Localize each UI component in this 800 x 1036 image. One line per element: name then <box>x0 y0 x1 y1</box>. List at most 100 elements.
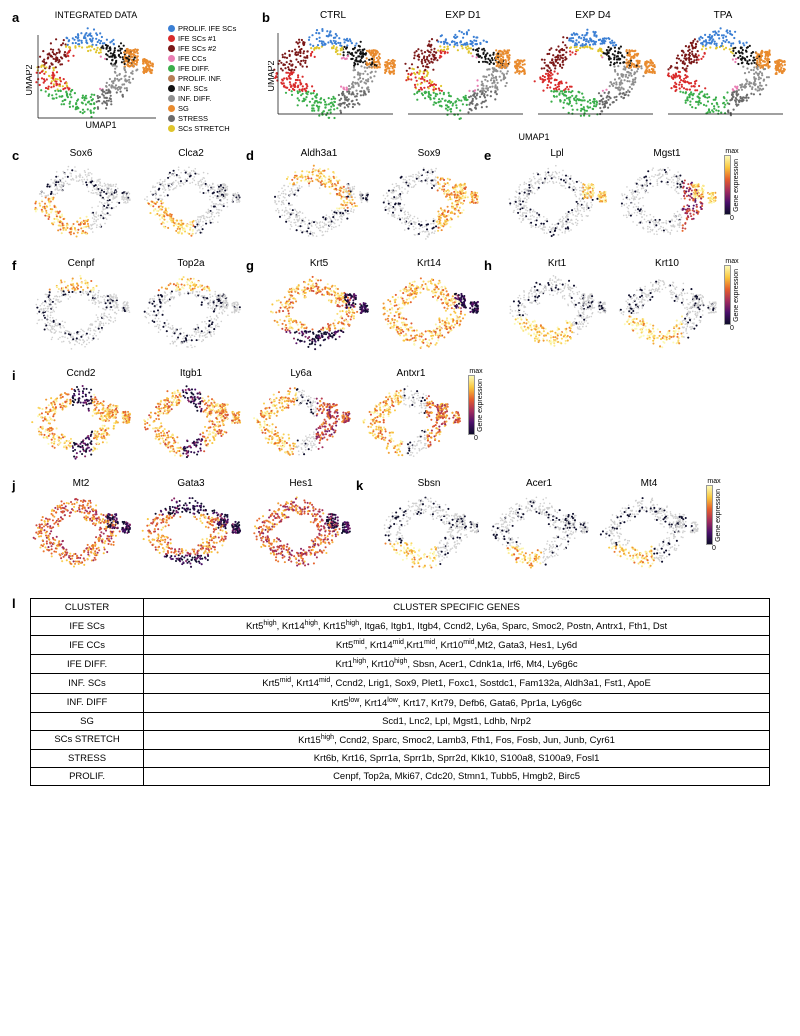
legend-swatch <box>168 125 175 132</box>
gene-title: Mgst1 <box>612 148 722 159</box>
gene-title: Hes1 <box>246 478 356 489</box>
colorbar-axis-label: Gene expression <box>477 379 484 432</box>
gene-umap-block: Mt4 <box>594 478 704 584</box>
table-row: IFE SCsKrt5high, Krt14high, Krt15high, I… <box>31 617 770 636</box>
panel-f-label: f <box>12 258 16 273</box>
legend-item: SCs STRETCH <box>168 124 258 133</box>
condition-title: EXP D4 <box>528 10 658 21</box>
gene-title: Ccnd2 <box>26 368 136 379</box>
legend-item: IFE DIFF. <box>168 64 258 73</box>
panel-h: Krt1 Krt10 <box>502 258 722 364</box>
legend-item: PROLIF. INF. <box>168 74 258 83</box>
panel-e-label: e <box>484 148 491 163</box>
table-row: PROLIF.Cenpf, Top2a, Mki67, Cdc20, Stmn1… <box>31 767 770 785</box>
gene-umap-block: Sox9 <box>374 148 484 254</box>
gene-umap-block: Ly6a <box>246 368 356 474</box>
condition-title: EXP D1 <box>398 10 528 21</box>
cluster-genes-cell: Krt5high, Krt14high, Krt15high, Itga6, I… <box>144 617 770 636</box>
cluster-genes-cell: Krt5mid, Krt14mid,Krt1mid, Krt10mid,Mt2,… <box>144 636 770 655</box>
cluster-genes-cell: Scd1, Lnc2, Lpl, Mgst1, Ldhb, Nrp2 <box>144 712 770 730</box>
colorbar-max: max <box>725 258 738 265</box>
gene-title: Aldh3a1 <box>264 148 374 159</box>
cluster-genes-cell: Krt6b, Krt16, Sprr1a, Sprr1b, Sprr2d, Kl… <box>144 749 770 767</box>
gene-title: Gata3 <box>136 478 246 489</box>
legend-item: IFE SCs #1 <box>168 34 258 43</box>
colorbar-min: 0 <box>474 435 478 442</box>
table-header: CLUSTER SPECIFIC GENES <box>144 599 770 617</box>
panel-b-xaxis: UMAP1 <box>274 132 794 142</box>
cluster-name-cell: IFE CCs <box>31 636 144 655</box>
cluster-name-cell: PROLIF. <box>31 767 144 785</box>
gene-umap-block: Acer1 <box>484 478 594 584</box>
panel-k-label: k <box>356 478 363 493</box>
legend-swatch <box>168 95 175 102</box>
legend-swatch <box>168 35 175 42</box>
gene-umap-block: Krt14 <box>374 258 484 364</box>
gene-umap-Sox9 <box>374 159 484 254</box>
legend-item: IFE SCs #2 <box>168 44 258 53</box>
gene-umap-block: Lpl <box>502 148 612 254</box>
cluster-name-cell: SG <box>31 712 144 730</box>
gene-title: Krt5 <box>264 258 374 269</box>
gene-title: Sox6 <box>26 148 136 159</box>
cluster-name-cell: IFE SCs <box>31 617 144 636</box>
gene-umap-block: Itgb1 <box>136 368 246 474</box>
panel-i-label: i <box>12 368 16 383</box>
panel-b-condition: TPA <box>658 10 788 126</box>
gene-title: Clca2 <box>136 148 246 159</box>
table-row: INF. DIFFKrt5low, Krt14low, Krt17, Krt79… <box>31 693 770 712</box>
legend-swatch <box>168 85 175 92</box>
svg-text:UMAP2: UMAP2 <box>26 64 34 95</box>
gene-title: Mt4 <box>594 478 704 489</box>
gene-title: Ly6a <box>246 368 356 379</box>
gene-umap-block: Gata3 <box>136 478 246 584</box>
panel-b: CTRL UMAP2 EXP D1 EXP D4 TPA <box>268 10 788 126</box>
legend-swatch <box>168 115 175 122</box>
condition-title: CTRL <box>268 10 398 21</box>
panel-b-label: b <box>262 10 270 25</box>
panel-b-condition: EXP D4 <box>528 10 658 126</box>
gene-umap-block: Hes1 <box>246 478 356 584</box>
condition-title: TPA <box>658 10 788 21</box>
table-row: SCs STRETCHKrt15high, Ccnd2, Sparc, Smoc… <box>31 730 770 749</box>
gene-umap-Krt14 <box>374 269 484 364</box>
panel-d: Aldh3a1 Sox9 <box>264 148 484 254</box>
panel-l-label: l <box>12 596 16 611</box>
cluster-name-cell: INF. SCs <box>31 674 144 693</box>
gene-umap-Hes1 <box>246 489 356 584</box>
gene-umap-Cenpf <box>26 269 136 364</box>
gene-umap-block: Sbsn <box>374 478 484 584</box>
gene-umap-block: Clca2 <box>136 148 246 254</box>
colorbar-max: max <box>469 368 482 375</box>
legend-swatch <box>168 75 175 82</box>
legend-item: STRESS <box>168 114 258 123</box>
legend-swatch <box>168 65 175 72</box>
gene-umap-block: Top2a <box>136 258 246 364</box>
table-row: IFE DIFF.Krt1high, Krt10high, Sbsn, Acer… <box>31 655 770 674</box>
panel-e: Lpl Mgst1 <box>502 148 722 254</box>
gene-umap-block: Mt2 <box>26 478 136 584</box>
cluster-name-cell: SCs STRETCH <box>31 730 144 749</box>
gene-umap-Mgst1 <box>612 159 722 254</box>
legend-label: STRESS <box>178 114 208 123</box>
gene-title: Acer1 <box>484 478 594 489</box>
table-row: INF. SCsKrt5mid, Krt14mid, Ccnd2, Lrig1,… <box>31 674 770 693</box>
gene-umap-Mt4 <box>594 489 704 584</box>
gene-umap-Gata3 <box>136 489 246 584</box>
legend-label: SG <box>178 104 189 113</box>
cluster-name-cell: INF. DIFF <box>31 693 144 712</box>
cluster-genes-cell: Krt15high, Ccnd2, Sparc, Smoc2, Lamb3, F… <box>144 730 770 749</box>
legend-item: INF. SCs <box>168 84 258 93</box>
gene-title: Krt1 <box>502 258 612 269</box>
panel-d-label: d <box>246 148 254 163</box>
gene-umap-block: Sox6 <box>26 148 136 254</box>
colorbar-axis-label: Gene expression <box>733 269 740 322</box>
panel-a: INTEGRATED DATA UMAP2 UMAP1 <box>26 10 166 130</box>
panel-j-label: j <box>12 478 16 493</box>
legend-label: IFE DIFF. <box>178 64 210 73</box>
gene-umap-Clca2 <box>136 159 246 254</box>
colorbar-min: 0 <box>712 545 716 552</box>
cluster-name-cell: IFE DIFF. <box>31 655 144 674</box>
panel-g-label: g <box>246 258 254 273</box>
gene-umap-block: Aldh3a1 <box>264 148 374 254</box>
